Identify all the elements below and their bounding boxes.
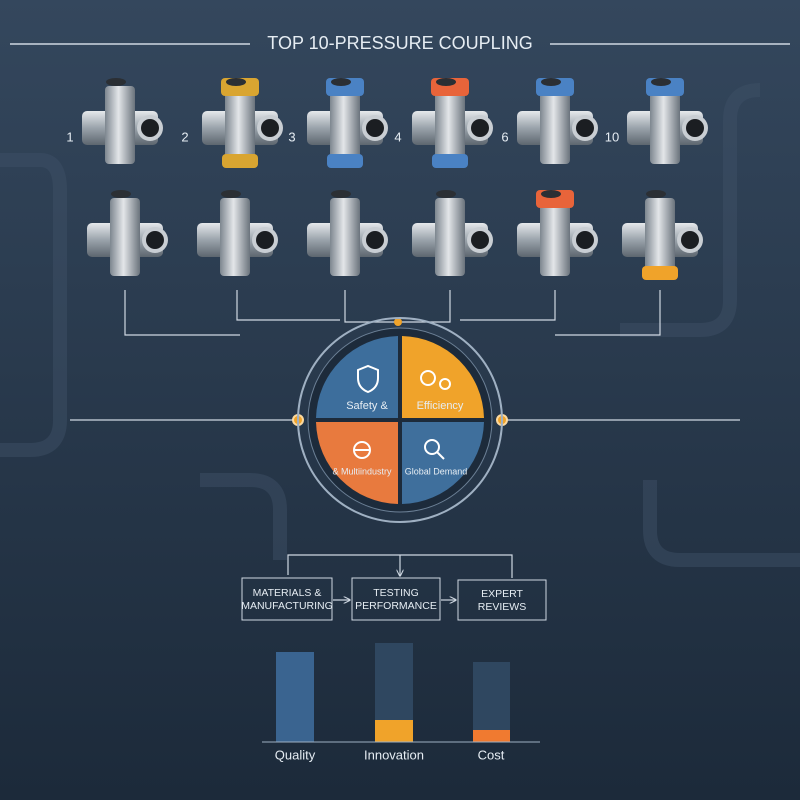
coupling-stem (540, 86, 570, 164)
coupling-port (686, 119, 704, 137)
coupling-port (221, 190, 241, 198)
coupling-gallery (82, 78, 708, 280)
coupling-stem (330, 86, 360, 164)
coupling-stem (105, 86, 135, 164)
coupling-cap (432, 154, 468, 168)
bar-segment (473, 730, 510, 742)
coupling-cap (642, 266, 678, 280)
bar (276, 652, 314, 742)
coupling-stem (645, 198, 675, 276)
coupling-stem (435, 198, 465, 276)
coupling-port (331, 78, 351, 86)
node-dot (394, 318, 402, 326)
coupling-port (366, 231, 384, 249)
coupling-stem (225, 86, 255, 164)
process-label: EXPERT REVIEWS (478, 588, 526, 613)
coupling (82, 78, 163, 164)
process-box (457, 579, 547, 621)
coupling-port (111, 190, 131, 198)
pipe-decoration (0, 83, 800, 567)
coupling-port (436, 78, 456, 86)
globe-icon (353, 441, 371, 459)
connectors (70, 290, 740, 421)
title: TOP 10-PRESSURE COUPLING (267, 33, 532, 53)
coupling (412, 78, 493, 168)
coupling-port (541, 78, 561, 86)
coupling-port (576, 231, 594, 249)
coupling-cap (327, 154, 363, 168)
coupling (202, 78, 283, 168)
bar (473, 662, 510, 742)
quadrant (402, 336, 484, 418)
coupling (622, 190, 703, 280)
coupling-port (106, 78, 126, 86)
quadrant (316, 422, 398, 504)
process-connectors (287, 554, 513, 600)
process-label: TESTING PERFORMANCE (355, 587, 437, 612)
quadrant (402, 422, 484, 504)
rank-number: 1 (66, 129, 73, 144)
rank-number: 6 (501, 129, 508, 144)
coupling-port (576, 119, 594, 137)
coupling-stem (650, 86, 680, 164)
coupling-stem (330, 198, 360, 276)
coupling-stem (540, 198, 570, 276)
hub-back (307, 327, 493, 513)
coupling-port (471, 119, 489, 137)
coupling-port (681, 231, 699, 249)
process-box (351, 577, 441, 621)
coupling-stem (110, 198, 140, 276)
coupling (627, 78, 708, 164)
search-icon (424, 439, 445, 460)
coupling (517, 190, 598, 276)
coupling-port (226, 78, 246, 86)
coupling-port (646, 190, 666, 198)
coupling-port (331, 190, 351, 198)
coupling-port (256, 231, 274, 249)
coupling (307, 78, 388, 168)
rank-number: 3 (288, 129, 295, 144)
rank-number: 10 (605, 129, 619, 144)
bar-segment (375, 720, 413, 742)
bar-label: Cost (478, 747, 505, 762)
coupling-port (471, 231, 489, 249)
quadrant-label: Global Demand (405, 466, 468, 476)
rank-number: 4 (394, 129, 401, 144)
gears-icon (420, 370, 451, 390)
coupling-cap (222, 154, 258, 168)
coupling-stem (435, 86, 465, 164)
coupling (197, 190, 278, 276)
coupling-stem (220, 198, 250, 276)
bar-label: Innovation (364, 747, 424, 762)
coupling-port (146, 231, 164, 249)
bar-label: Quality (275, 747, 316, 762)
coupling-port (651, 78, 671, 86)
quadrant-label: Efficiency (417, 400, 464, 412)
quadrant-label: & Multiindustry (332, 466, 392, 476)
coupling-port (541, 190, 561, 198)
process-label: MATERIALS & MANUFACTURING (241, 587, 333, 612)
quadrant-label: Safety & (346, 400, 388, 412)
process-box (241, 577, 333, 621)
coupling-port (141, 119, 159, 137)
coupling-port (366, 119, 384, 137)
coupling (87, 190, 168, 276)
coupling-port (436, 190, 456, 198)
rank-number: 2 (181, 129, 188, 144)
coupling-port (261, 119, 279, 137)
shield-icon (357, 364, 379, 394)
coupling (307, 190, 388, 276)
hub-ring (297, 317, 503, 523)
coupling (517, 78, 598, 164)
coupling (412, 190, 493, 276)
